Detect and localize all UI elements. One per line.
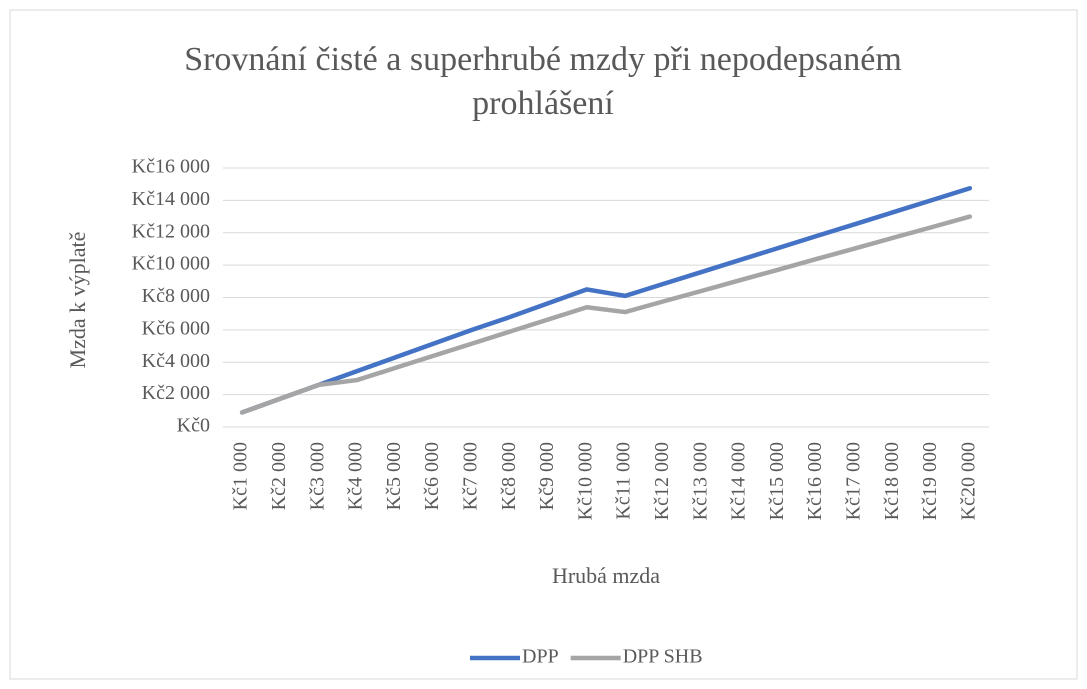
- x-tick-label: Kč19 000: [919, 442, 941, 520]
- x-axis-title: Hrubá mzda: [552, 563, 660, 588]
- x-tick-label: Kč10 000: [574, 442, 596, 520]
- x-tick-label: Kč8 000: [498, 442, 520, 510]
- line: [239, 185, 973, 415]
- y-tick-label: Kč0: [177, 415, 210, 437]
- x-tick-label: Kč1 000: [230, 442, 252, 510]
- x-tick-label: Kč17 000: [843, 442, 865, 520]
- x-tick-label: Kč5 000: [383, 442, 405, 510]
- x-tick-label: Kč14 000: [728, 442, 750, 520]
- y-tick-label: Kč8 000: [142, 285, 210, 307]
- x-tick-label: Kč12 000: [651, 442, 673, 520]
- x-tick-label: Kč11 000: [613, 442, 635, 520]
- x-tick-label: Kč18 000: [881, 442, 903, 520]
- y-tick-label: Kč10 000: [132, 253, 210, 275]
- chart-frame: [9, 9, 1078, 680]
- x-tick-label: Kč7 000: [460, 442, 482, 510]
- y-tick-label: Kč12 000: [132, 220, 210, 242]
- x-tick-label: Kč20 000: [957, 442, 979, 520]
- x-tick-label: Kč2 000: [268, 442, 290, 510]
- x-tick-label: Kč15 000: [766, 442, 788, 520]
- x-tick-label: Kč13 000: [689, 442, 711, 520]
- chart-title: Srovnání čisté a superhrubé mzdy při nep…: [184, 41, 902, 122]
- y-tick-label: Kč6 000: [142, 317, 210, 339]
- x-tick-label: Kč9 000: [536, 442, 558, 510]
- y-tick-label: Kč4 000: [142, 350, 210, 372]
- line: [239, 214, 973, 415]
- y-axis-title: Mzda k výplatě: [65, 232, 90, 369]
- legend-label: DPP SHB: [623, 646, 703, 668]
- x-tick-label: Kč6 000: [421, 442, 443, 510]
- y-tick-label: Kč2 000: [142, 382, 210, 404]
- x-tick-label: Kč4 000: [345, 442, 367, 510]
- legend-label: DPP: [522, 646, 559, 668]
- y-tick-label: Kč16 000: [132, 156, 210, 178]
- x-tick-label: Kč16 000: [804, 442, 826, 520]
- x-tick-label: Kč3 000: [306, 442, 328, 510]
- y-tick-label: Kč14 000: [132, 188, 210, 210]
